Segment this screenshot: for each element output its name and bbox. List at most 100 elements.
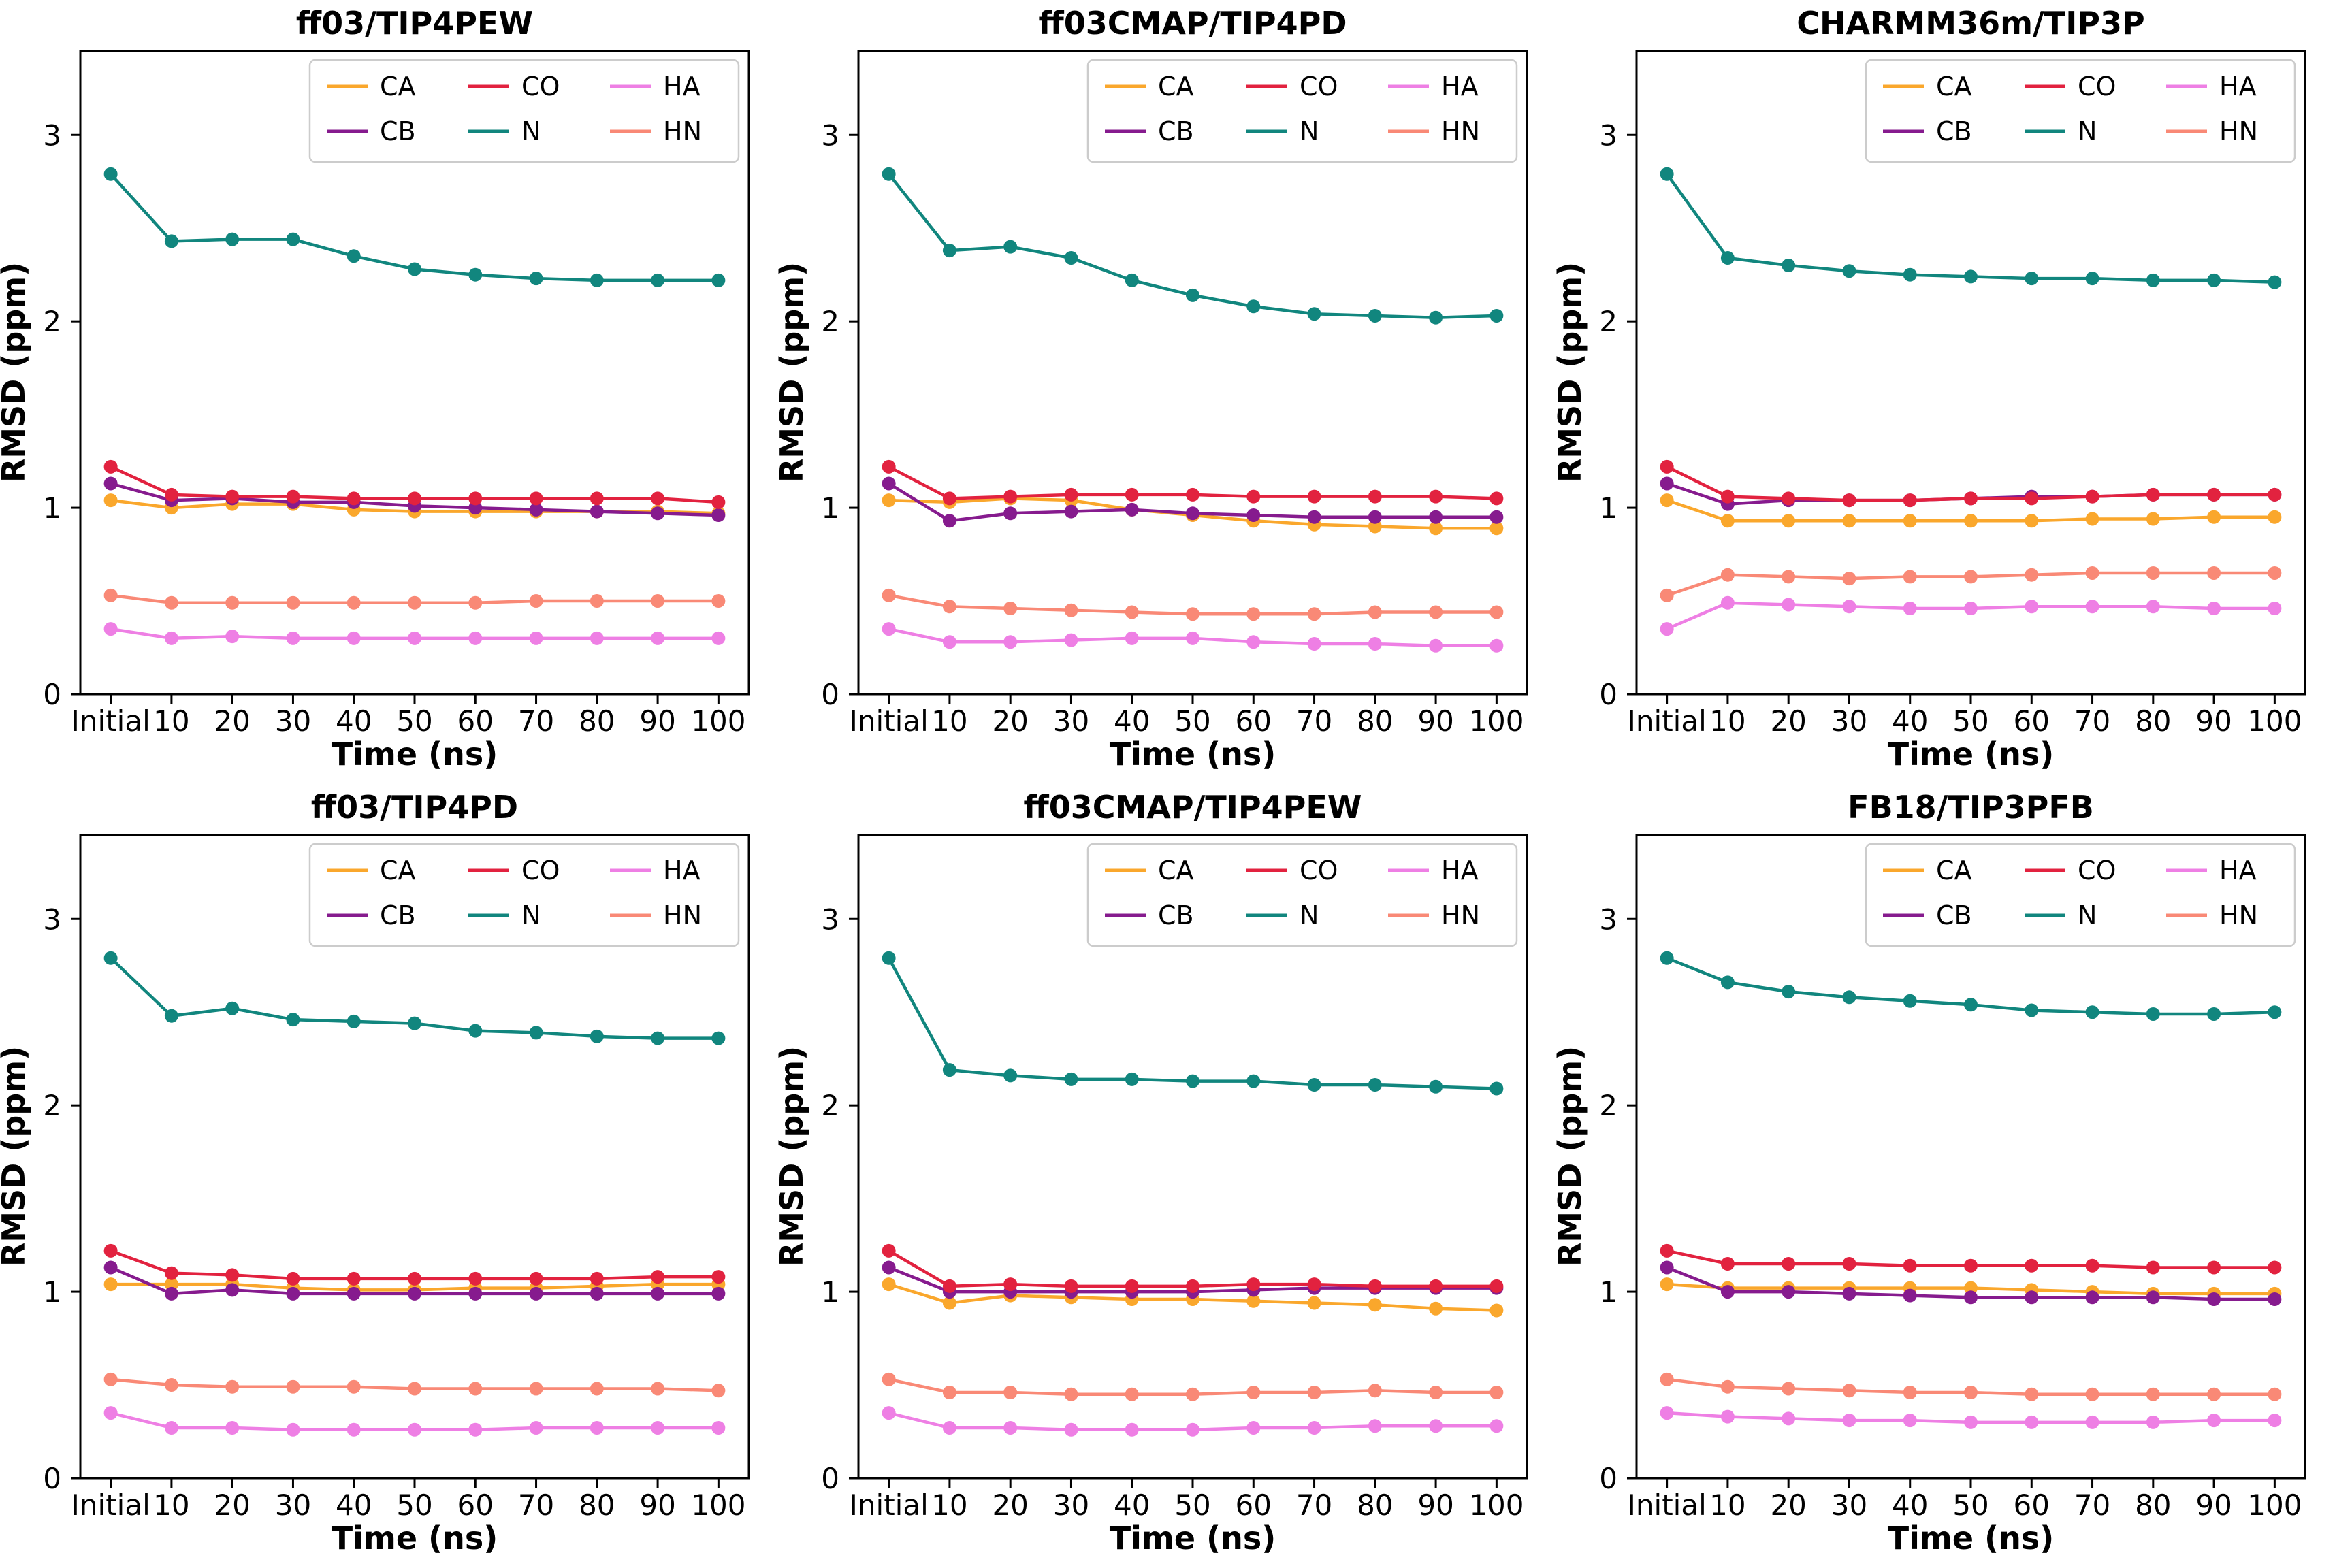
legend-label-CA: CA <box>1158 855 1194 885</box>
x-tick-label: 30 <box>1831 704 1867 738</box>
data-point-CB <box>2085 1290 2099 1305</box>
chart-panel-ff03cmap-tip4pd: ff03CMAP/TIP4PD Time (ns) RMSD (ppm) 0 1 2… <box>778 5 1528 772</box>
data-point-N <box>347 249 361 263</box>
data-point-HA <box>103 622 118 636</box>
x-tick-label: 30 <box>1053 704 1089 738</box>
x-tick-label: 40 <box>336 1488 372 1522</box>
data-point-HA <box>2085 600 2099 614</box>
legend-label-HN: HN <box>663 900 702 930</box>
data-point-CO <box>2146 487 2160 502</box>
x-tick-label: 40 <box>1114 704 1150 738</box>
data-point-HN <box>286 595 300 610</box>
data-point-N <box>1660 951 1674 965</box>
data-point-HN <box>1003 602 1018 615</box>
data-point-HA <box>529 631 543 645</box>
data-point-HN <box>942 1386 956 1399</box>
data-point-CB <box>1246 508 1261 523</box>
data-point-CO <box>882 1243 896 1258</box>
data-point-CO <box>1368 1279 1382 1293</box>
data-point-HA <box>103 1406 118 1420</box>
data-point-CO <box>1368 489 1382 504</box>
legend-label-N: N <box>2078 900 2097 930</box>
data-point-HA <box>1003 635 1018 649</box>
x-tick-label: 90 <box>639 704 675 738</box>
x-tick-label: 70 <box>518 704 554 738</box>
x-tick-label: 60 <box>1236 704 1272 738</box>
data-point-N <box>2085 272 2099 286</box>
data-point-CO <box>1429 489 1443 504</box>
legend-label-CO: CO <box>521 855 560 885</box>
data-point-HN <box>1429 605 1443 619</box>
x-tick-label: Initial <box>71 1488 150 1522</box>
data-point-HA <box>1903 1414 1917 1428</box>
x-tick-label: 30 <box>1053 1488 1089 1522</box>
data-point-CO <box>1186 1279 1199 1293</box>
data-point-HA <box>347 631 361 645</box>
data-point-HN <box>1307 1386 1321 1399</box>
x-tick-label: 10 <box>931 1488 967 1522</box>
data-point-N <box>2207 1007 2221 1021</box>
data-point-HA <box>590 631 604 645</box>
data-point-HA <box>225 630 240 644</box>
data-point-CO <box>1125 487 1139 502</box>
chart-title: CHARMM36m/TIP3P <box>1797 5 2145 42</box>
data-point-HA <box>1720 595 1735 610</box>
data-point-CA <box>1720 514 1735 528</box>
x-tick-label: 80 <box>1357 704 1393 738</box>
data-point-CB <box>651 506 665 521</box>
data-point-N <box>347 1014 361 1028</box>
x-tick-label: 50 <box>396 1488 432 1522</box>
data-point-HN <box>882 1372 896 1386</box>
data-point-HN <box>1489 1386 1504 1399</box>
data-point-HN <box>590 594 604 608</box>
data-point-N <box>942 244 956 258</box>
data-point-CA <box>1964 1281 1978 1295</box>
x-tick-label: 10 <box>153 1488 189 1522</box>
legend-label-CA: CA <box>1936 855 1972 885</box>
legend-label-CO: CO <box>2078 855 2116 885</box>
data-point-CO <box>1720 1257 1735 1271</box>
data-point-CO <box>1246 1277 1261 1292</box>
data-point-CA <box>2025 514 2039 528</box>
data-point-CO <box>2025 1258 2039 1273</box>
data-point-CB <box>164 1286 178 1301</box>
data-point-CO <box>286 1271 300 1286</box>
legend-label-HA: HA <box>2219 855 2257 885</box>
data-point-CA <box>1307 1296 1321 1310</box>
data-point-CO <box>1003 489 1018 504</box>
legend-label-CA: CA <box>1158 71 1194 101</box>
y-tick-label: 1 <box>1599 491 1617 525</box>
chart-title: FB18/TIP3PFB <box>1848 789 2094 826</box>
x-tick-label: 90 <box>2195 704 2232 738</box>
x-tick-label: 80 <box>579 704 615 738</box>
data-point-N <box>1429 310 1443 325</box>
data-point-HA <box>942 1421 956 1435</box>
legend-label-CO: CO <box>1300 855 1338 885</box>
data-point-CO <box>103 459 118 474</box>
data-point-HA <box>942 635 956 649</box>
data-point-HN <box>103 1372 118 1386</box>
data-point-HN <box>2025 1387 2039 1401</box>
data-point-N <box>286 232 300 246</box>
chart-panel-ff03-tip4pd: ff03/TIP4PD Time (ns) RMSD (ppm) 0 1 2 3 Ini… <box>0 789 750 1556</box>
data-point-HN <box>529 594 543 608</box>
data-point-HN <box>1720 1379 1735 1394</box>
y-axis-label: RMSD (ppm) <box>0 1046 32 1267</box>
x-tick-label: 10 <box>1709 704 1745 738</box>
x-axis-label: Time (ns) <box>332 1520 498 1556</box>
data-point-CO <box>1489 491 1504 506</box>
data-point-N <box>2146 1007 2160 1021</box>
data-point-HN <box>2085 1387 2099 1401</box>
data-point-HN <box>1003 1386 1018 1399</box>
data-point-HN <box>2025 568 2039 582</box>
data-point-N <box>1964 270 1978 284</box>
data-point-HA <box>2025 1415 2039 1429</box>
y-axis-label: RMSD (ppm) <box>778 262 810 483</box>
data-point-N <box>651 1031 665 1045</box>
x-tick-label: 10 <box>931 704 967 738</box>
data-point-CA <box>1842 514 1856 528</box>
x-tick-label: 90 <box>639 1488 675 1522</box>
data-point-HN <box>2085 566 2099 580</box>
data-point-CO <box>1782 491 1796 506</box>
